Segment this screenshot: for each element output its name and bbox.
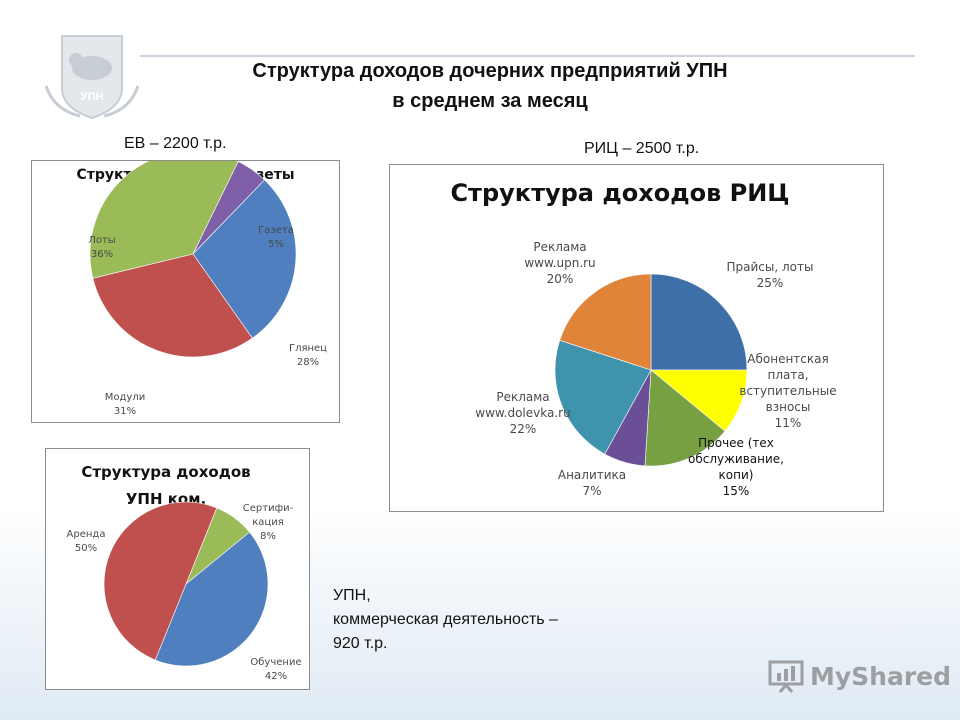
slice-percent: 28% [297, 357, 319, 368]
pie-slice [650, 369, 748, 432]
pie-slice [192, 179, 297, 339]
slice-percent: 25% [757, 276, 784, 290]
slice-name: Сертифи- [243, 503, 294, 514]
slice-label: Газета 5% [258, 225, 294, 250]
pie-slice [559, 273, 652, 371]
slice-label: Аренда 50% [67, 529, 106, 554]
page-subtitle: в среднем за месяц [392, 90, 588, 112]
pie-slice [89, 161, 239, 279]
slice-label: Аналитика 7% [558, 468, 626, 498]
slice-label: Глянец 28% [289, 343, 327, 368]
pie-slice [92, 253, 253, 358]
slice-name: взносы [766, 400, 811, 414]
slice-percent: 42% [265, 671, 287, 682]
slice-percent: 50% [75, 543, 97, 554]
slice-name: www.upn.ru [524, 256, 595, 270]
slice-name: Абонентская [747, 352, 828, 366]
ev-total-label: ЕВ – 2200 т.р. [124, 135, 227, 152]
upn-chart-panel: Структура доходов УПН ком. Сертифи-кация… [45, 448, 310, 690]
slice-label: Модули 31% [105, 392, 145, 417]
upn-note-line: коммерческая деятельность – [333, 611, 558, 628]
upn-pie-chart: Сертифи-кация 8% Обучение 42% Аренда 50% [67, 501, 302, 682]
company-logo: УПН [40, 30, 144, 122]
slice-name: плата, [767, 368, 808, 382]
slice-percent: 15% [723, 484, 750, 498]
pie-slice [154, 531, 269, 667]
pie-slice [103, 501, 218, 661]
slice-name: Обучение [250, 657, 301, 668]
slice-name: Модули [105, 392, 145, 403]
slice-name: Лоты [88, 235, 115, 246]
logo-text: УПН [81, 91, 104, 103]
chart-title-line: Структура доходов РИЦ [450, 179, 790, 207]
slice-percent: 20% [547, 272, 574, 286]
slice-name: обслуживание, [688, 452, 784, 466]
slice-label: Реклама www.dolevka.ru 22% [475, 390, 570, 436]
slice-name: Глянец [289, 343, 327, 354]
presentation-icon [768, 660, 804, 693]
slice-name: Аналитика [558, 468, 626, 482]
slice-percent: 8% [260, 531, 276, 542]
slice-label: Сертифи-кация 8% [243, 503, 294, 542]
slice-label: Абонентская плата, вступительные взносы 11% [739, 352, 836, 430]
watermark: MyShared [768, 656, 951, 696]
upn-note-line: 920 т.р. [333, 635, 388, 652]
slice-label: Обучение 42% [250, 657, 301, 682]
slice-name: Прайсы, лоты [727, 260, 814, 274]
slice-label: Прайсы, лоты 25% [727, 260, 814, 290]
ric-total-label: РИЦ – 2500 т.р. [584, 140, 700, 157]
slice-percent: 22% [510, 422, 537, 436]
ev-chart-panel: Структура доходов газеты "Есть вариант!"… [31, 160, 340, 423]
slice-label: Лоты 36% [88, 235, 115, 260]
watermark-text: MyShared [810, 661, 952, 691]
slice-name: Реклама [496, 390, 549, 404]
bear-crest-icon: УПН [44, 35, 140, 120]
slice-name: Аренда [67, 529, 106, 540]
slice-percent: 31% [114, 406, 136, 417]
header-divider [140, 55, 915, 57]
pie-slice [644, 369, 726, 467]
upn-note-line: УПН, [333, 587, 371, 604]
slice-name: вступительные [739, 384, 836, 398]
slice-label: Прочее (тех обслуживание, копи) 15% [688, 436, 784, 498]
pie-slice [650, 273, 748, 371]
chart-title-line: Структура доходов [81, 463, 251, 481]
ric-chart-panel: Структура доходов РИЦ Прайсы, лоты 25% Або… [389, 164, 884, 512]
slice-name: Газета [258, 225, 294, 236]
page-title: Структура доходов дочерних предприятий У… [252, 60, 728, 82]
ev-pie-chart: Газета 5% Глянец 28% Модули 31% Лоты 36% [88, 161, 327, 417]
slice-label: Реклама www.upn.ru 20% [524, 240, 595, 286]
slice-percent: 11% [775, 416, 802, 430]
slice-percent: 7% [582, 484, 601, 498]
slice-name: копи) [719, 468, 754, 482]
slice-name: кация [252, 517, 284, 528]
pie-slice [554, 339, 652, 455]
slice-percent: 5% [268, 239, 284, 250]
upn-commercial-note: УПН, коммерческая деятельность – 920 т.р… [333, 584, 558, 656]
slice-name: Реклама [533, 240, 586, 254]
slice-percent: 36% [91, 249, 113, 260]
slice-name: www.dolevka.ru [475, 406, 570, 420]
slice-name: Прочее (тех [698, 436, 774, 450]
ric-pie-chart: Прайсы, лоты 25% Абонентская плата, вступите… [475, 240, 836, 498]
